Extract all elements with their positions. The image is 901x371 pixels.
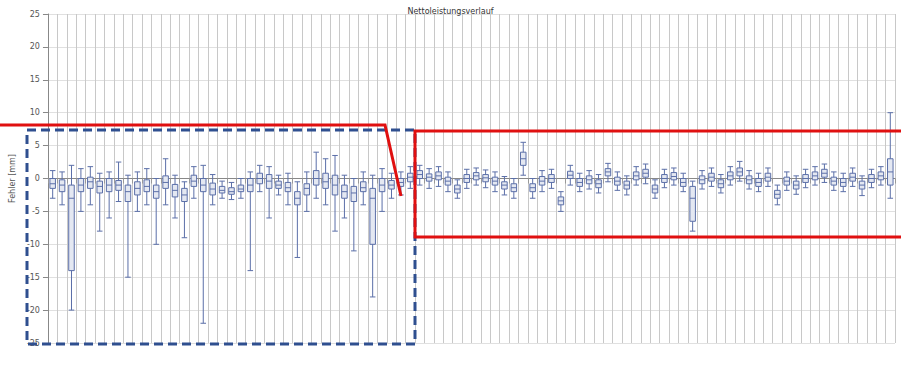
svg-text:5: 5 [35,141,40,150]
svg-text:0: 0 [35,174,40,183]
svg-text:-20: -20 [27,306,40,315]
svg-text:20: 20 [30,42,40,51]
svg-text:Fehler [mm]: Fehler [mm] [8,154,17,203]
svg-text:15: 15 [30,75,40,84]
svg-text:Nettoleistungsverlauf: Nettoleistungsverlauf [407,7,493,16]
svg-text:-5: -5 [32,207,40,216]
svg-text:25: 25 [30,10,40,19]
svg-text:10: 10 [30,108,40,117]
svg-text:-10: -10 [27,240,40,249]
svg-text:-15: -15 [27,273,40,282]
svg-text:-25: -25 [26,338,40,348]
